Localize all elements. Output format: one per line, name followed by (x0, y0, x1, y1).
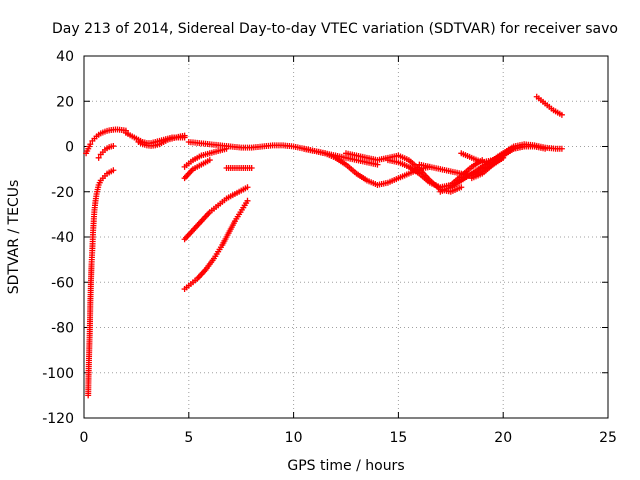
series-arc-short-rise (95, 143, 117, 161)
data-point (110, 143, 117, 150)
series-arc-midmorning-2 (135, 132, 188, 149)
y-axis-tick-labels: -120 -100 -80 -60 -40 -20 0 20 40 (42, 49, 74, 427)
grid (84, 56, 608, 418)
x-tick-label: 10 (285, 430, 303, 446)
y-tick-label: -80 (51, 321, 74, 337)
data-point (458, 184, 465, 191)
series-arc-forenoon-d (181, 145, 230, 170)
x-tick-label: 25 (599, 430, 617, 446)
x-tick-label: 15 (389, 430, 407, 446)
x-tick-label: 5 (184, 430, 193, 446)
data-point (95, 154, 102, 161)
data-point (181, 132, 188, 139)
series-arc-afternoon-d (458, 141, 565, 166)
chart-title: Day 213 of 2014, Sidereal Day-to-day VTE… (52, 21, 618, 37)
data-point (206, 157, 213, 164)
y-tick-label: -60 (51, 275, 74, 291)
y-tick-label: 0 (65, 140, 74, 156)
x-tick-label: 20 (494, 430, 512, 446)
y-tick-label: -120 (42, 411, 74, 427)
data-point (542, 145, 549, 152)
series-arc-forenoon-a (181, 184, 251, 243)
series-arc-forenoon-c (181, 157, 213, 182)
series-arc-late-evening (533, 93, 565, 118)
series-arc-evening-b (468, 143, 549, 182)
series-arc-afternoon-a (343, 150, 465, 195)
data-point (110, 167, 117, 174)
data-point (248, 164, 255, 171)
y-tick-label: -100 (42, 366, 74, 382)
y-tick-label: 20 (56, 94, 74, 110)
data-point (558, 111, 565, 118)
x-axis-tick-labels: 0 5 10 15 20 25 (80, 430, 617, 446)
x-axis-label: GPS time / hours (287, 458, 404, 474)
series-arc-deep-drop (85, 167, 117, 399)
series-arc-morning-rise (83, 126, 129, 157)
y-axis-label: SDTVAR / TECUs (6, 180, 22, 295)
data-point (558, 145, 565, 152)
plot-frame (83, 55, 609, 419)
y-tick-label: 40 (56, 49, 74, 65)
x-tick-label: 0 (80, 430, 89, 446)
series-arc-flat-7 (223, 164, 255, 171)
data-point (87, 141, 94, 148)
series-arc-forenoon-b (181, 197, 251, 293)
data-point (244, 184, 251, 191)
y-tick-label: -20 (51, 185, 74, 201)
y-tick-label: -40 (51, 230, 74, 246)
series-arc-noon-dip (301, 145, 433, 188)
series-arc-late-morning (185, 138, 381, 168)
axis-ticks (83, 55, 609, 419)
data-marks (83, 93, 565, 399)
data-point (244, 197, 251, 204)
